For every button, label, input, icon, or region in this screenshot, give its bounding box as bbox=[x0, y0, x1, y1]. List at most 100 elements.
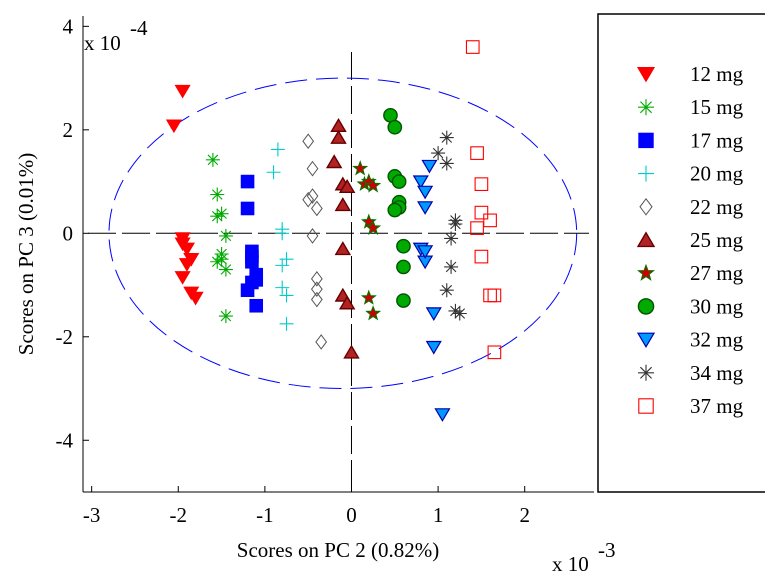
series-12-mg bbox=[165, 84, 204, 306]
data-point bbox=[302, 191, 315, 208]
data-point bbox=[205, 152, 220, 167]
y-axis-multiplier: x 10 bbox=[84, 31, 121, 55]
data-point bbox=[360, 213, 377, 229]
legend-label: 32 mg bbox=[690, 328, 744, 352]
data-point bbox=[417, 185, 434, 200]
data-point bbox=[240, 174, 255, 189]
legend-label: 22 mg bbox=[690, 195, 744, 219]
data-point bbox=[434, 408, 451, 422]
data-point bbox=[310, 291, 323, 308]
data-point bbox=[315, 334, 328, 350]
data-point bbox=[279, 316, 294, 331]
data-point bbox=[439, 283, 454, 298]
legend-label: 15 mg bbox=[690, 95, 744, 119]
y-axis-exponent: -4 bbox=[130, 16, 148, 40]
data-point bbox=[210, 254, 225, 269]
legend-marker bbox=[637, 263, 655, 281]
y-tick-label: 4 bbox=[63, 14, 74, 38]
data-point bbox=[306, 160, 319, 177]
data-point bbox=[352, 160, 369, 176]
x-axis-multiplier: x 10 bbox=[552, 552, 589, 576]
data-point bbox=[310, 200, 323, 217]
data-point bbox=[470, 146, 484, 160]
data-point bbox=[279, 288, 294, 303]
legend-box bbox=[597, 13, 765, 493]
plot-area bbox=[88, 40, 589, 488]
data-point bbox=[417, 245, 434, 259]
data-point bbox=[439, 130, 454, 145]
data-point bbox=[218, 262, 233, 277]
data-point bbox=[249, 273, 264, 287]
series-25-mg bbox=[325, 118, 360, 359]
series-15-mg bbox=[205, 152, 233, 324]
data-point bbox=[343, 344, 360, 359]
data-point bbox=[174, 84, 191, 99]
legend-label: 34 mg bbox=[690, 361, 744, 385]
data-point bbox=[338, 295, 356, 310]
data-point bbox=[240, 201, 255, 216]
data-point bbox=[387, 202, 403, 218]
data-point bbox=[279, 252, 294, 267]
data-point bbox=[210, 209, 225, 224]
series-37-mg bbox=[465, 40, 502, 360]
legend-marker bbox=[638, 165, 654, 182]
legend-marker bbox=[636, 231, 656, 248]
legend-label: 30 mg bbox=[690, 294, 744, 318]
legend-label: 37 mg bbox=[690, 394, 744, 418]
series-34-mg bbox=[431, 130, 467, 321]
data-point bbox=[275, 226, 290, 241]
data-point bbox=[174, 237, 191, 252]
data-point bbox=[474, 205, 489, 220]
legend-marker bbox=[637, 298, 655, 315]
axes: -3 -2 -1 0 1 2 -4 -2 0 2 4 bbox=[56, 14, 594, 527]
series-20-mg bbox=[266, 142, 294, 331]
data-point bbox=[214, 252, 229, 267]
x-axis-exponent: -3 bbox=[598, 538, 616, 562]
x-tick-label: -3 bbox=[83, 503, 101, 527]
data-point bbox=[470, 221, 484, 235]
data-point bbox=[266, 165, 281, 180]
y-tick-label: 0 bbox=[63, 221, 74, 245]
data-point bbox=[391, 174, 407, 189]
series-27-mg bbox=[352, 160, 382, 321]
data-point bbox=[249, 298, 264, 313]
legend-marker bbox=[638, 99, 654, 116]
x-tick-label: 1 bbox=[433, 503, 444, 527]
legend: 12 mg 15 mg 17 mg 20 mg 22 mg 25 mg 27 mg 30 mg… bbox=[597, 13, 765, 493]
data-point bbox=[465, 40, 480, 54]
data-point bbox=[240, 283, 255, 298]
data-point bbox=[474, 177, 489, 192]
data-point bbox=[310, 271, 323, 287]
data-point bbox=[439, 156, 454, 171]
legend-marker bbox=[638, 364, 654, 381]
data-point bbox=[306, 228, 319, 244]
data-point bbox=[425, 307, 442, 321]
data-point bbox=[165, 119, 182, 134]
data-point bbox=[431, 146, 446, 161]
series-17-mg bbox=[240, 174, 264, 313]
data-point bbox=[387, 119, 403, 135]
data-point bbox=[338, 179, 356, 194]
x-tick-label: -2 bbox=[170, 503, 188, 527]
data-point bbox=[334, 197, 352, 212]
confidence-ellipse bbox=[108, 77, 578, 390]
data-point bbox=[483, 213, 497, 228]
data-point bbox=[417, 201, 434, 215]
data-point bbox=[365, 305, 382, 321]
legend-label: 25 mg bbox=[690, 228, 744, 252]
data-point bbox=[325, 154, 343, 169]
data-point bbox=[487, 345, 502, 360]
data-point bbox=[302, 133, 315, 150]
series-32-mg bbox=[412, 159, 451, 422]
legend-marker bbox=[638, 132, 654, 149]
data-point bbox=[275, 258, 290, 273]
legend-marker bbox=[639, 197, 653, 216]
data-point bbox=[396, 238, 411, 254]
data-point bbox=[412, 175, 429, 190]
data-point bbox=[210, 187, 225, 202]
data-point bbox=[218, 228, 233, 243]
data-point bbox=[444, 231, 459, 246]
data-point bbox=[365, 177, 382, 193]
data-point bbox=[483, 288, 497, 303]
data-point bbox=[487, 288, 502, 303]
